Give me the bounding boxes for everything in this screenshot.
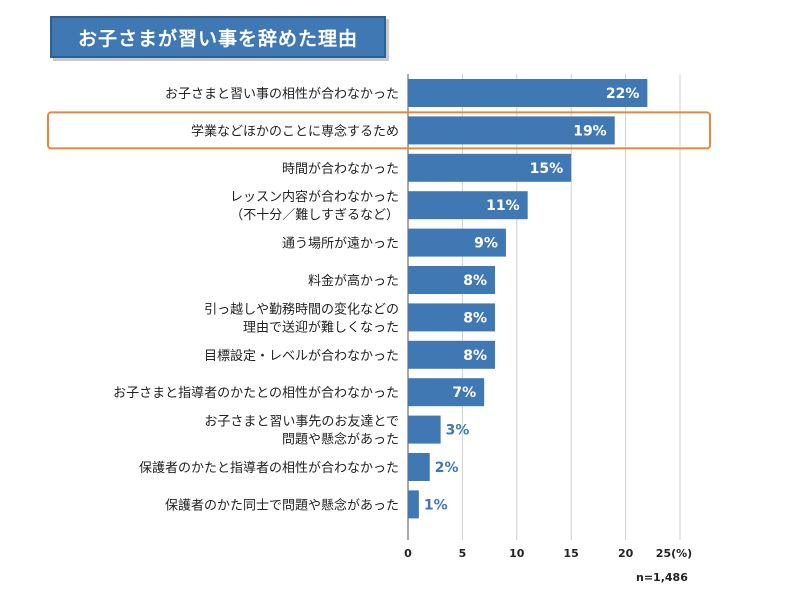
data-label: 19%: [573, 123, 607, 139]
chart-title: お子さまが習い事を辞めた理由: [50, 16, 386, 58]
x-tick-label: 20: [618, 547, 634, 560]
data-label: 8%: [463, 273, 487, 289]
category-label: 保護者のかた同士で問題や懸念があった: [165, 497, 399, 513]
bar: [408, 340, 496, 369]
category-label: 時間が合わなかった: [282, 162, 399, 177]
category-label: レッスン内容が合わなかった: [230, 189, 399, 205]
bar: [408, 415, 441, 444]
x-tick-label: 25(%): [656, 547, 692, 560]
highlight-box: [47, 111, 711, 150]
bar: [408, 490, 419, 519]
x-tick-label: 5: [459, 547, 467, 560]
bar: [408, 79, 648, 107]
data-label: 9%: [474, 236, 498, 252]
bar: [408, 116, 615, 145]
category-label: 保護者のかたと指導者の相性が合わなかった: [139, 460, 399, 476]
data-label: 22%: [606, 86, 640, 102]
category-label: 通う場所が遠かった: [282, 237, 399, 252]
category-label: 学業などほかのことに専念するため: [191, 123, 399, 139]
data-label: 8%: [463, 348, 487, 364]
category-label: 料金が高かった: [308, 273, 399, 289]
bar: [408, 266, 496, 294]
x-tick-label: 15: [564, 547, 579, 560]
x-tick-label: 10: [509, 547, 525, 560]
category-label: お子さまと習い事の相性が合わなかった: [165, 87, 399, 102]
data-label: 8%: [463, 310, 487, 326]
category-label: 問題や懸念があった: [282, 432, 399, 448]
bar: [408, 191, 528, 220]
sample-size-note: n=1,486: [636, 571, 688, 584]
bar: [408, 228, 506, 257]
category-label: 理由で送迎が難しくなった: [243, 320, 399, 335]
category-label: お子さまと習い事先のお友達とで: [204, 414, 399, 430]
category-label: 引っ越しや勤務時間の変化などの: [204, 301, 399, 317]
bar: [408, 153, 572, 182]
data-label: 7%: [452, 385, 476, 401]
data-label: 2%: [435, 460, 459, 476]
category-label: （不十分／難しすぎるなど）: [230, 208, 399, 223]
category-label: 目標設定・レベルが合わなかった: [204, 348, 399, 364]
bar: [408, 453, 430, 481]
bar: [408, 303, 496, 332]
data-label: 15%: [530, 161, 564, 177]
category-label: お子さまと指導者のかたとの相性が合わなかった: [113, 386, 399, 401]
data-label: 1%: [424, 497, 448, 513]
data-label: 11%: [486, 198, 520, 214]
data-label: 3%: [446, 423, 470, 439]
bar: [408, 378, 485, 407]
x-tick-label: 0: [404, 547, 412, 560]
